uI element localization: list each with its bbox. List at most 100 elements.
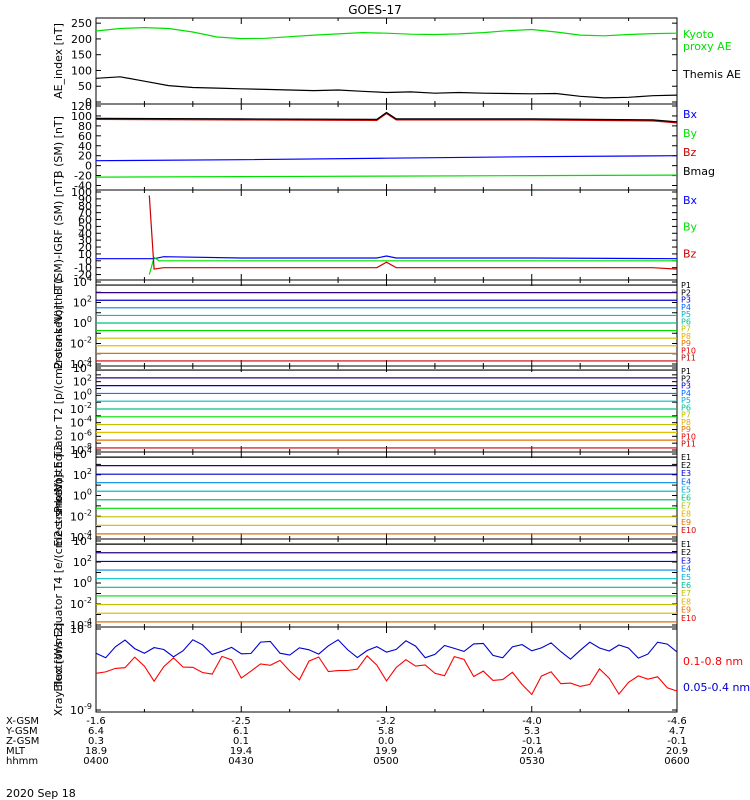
x-tick-value: 0500	[373, 756, 398, 767]
y-tick-label: 10-8	[70, 442, 92, 457]
y-tick-label: 60	[78, 214, 92, 227]
x-tick-value: 20.4	[521, 746, 543, 757]
y-tick-label: 104	[73, 446, 92, 461]
legend-entry: P10	[681, 432, 696, 441]
legend-entry: Bmag	[683, 165, 715, 178]
legend-entry: P7	[681, 411, 691, 420]
y-tick-label: 100	[73, 488, 92, 503]
panel-frame	[95, 189, 678, 281]
panel-8: 10-9 10-8 Xray flux [W/m2] 0.1-0.8 nm 0.05-0…	[52, 621, 750, 717]
legend-entry: Kyoto	[683, 28, 714, 41]
legend: Bx By Bz Bmag	[683, 108, 715, 178]
legend-entry: P3	[681, 382, 691, 391]
series-line	[95, 111, 678, 123]
y-tick-label: 70	[78, 207, 92, 220]
x-tick-value: 20.9	[666, 746, 688, 757]
legend: Bx By Bz	[683, 194, 698, 260]
legend-entry: E4	[681, 477, 691, 486]
y-tick-label: 100	[73, 575, 92, 590]
x-tick-value: -0.1	[522, 736, 542, 747]
y-axis: 0 50 100 150 200 250	[71, 17, 677, 109]
legend-entry: Bx	[683, 108, 698, 121]
y-tick-label: 0	[85, 160, 92, 173]
legend-entry: P4	[681, 303, 691, 312]
x-tick-value: 6.4	[88, 726, 104, 737]
y-axis: 10-9 10-8	[70, 621, 677, 717]
legend-entry: By	[683, 127, 698, 140]
y-tick-label: 50	[78, 220, 92, 233]
plot-area	[95, 111, 678, 178]
legend-entry: E6	[681, 581, 691, 590]
y-axis: 10-4 10-2 100 102 104	[70, 446, 677, 544]
x-tick-value: 0430	[228, 756, 253, 767]
legend-entry: Themis AE	[682, 68, 741, 81]
series-line	[95, 654, 678, 696]
x-tick-value: -4.6	[667, 716, 687, 727]
y-tick-label: 50	[78, 80, 92, 93]
y-tick-label: 100	[71, 186, 92, 199]
x-row-label: Y-GSM	[5, 726, 38, 737]
panel-7: 10-4 10-2 100 102 104 Electrons Equator T4 [e…	[52, 474, 696, 691]
y-tick-label: 10-2	[70, 336, 92, 351]
legend-entry: P10	[681, 346, 696, 355]
y-tick-label: 40	[78, 227, 92, 240]
x-tick-value: 0530	[519, 756, 544, 767]
y-tick-label: 200	[71, 33, 92, 46]
legend-entry: Bx	[683, 194, 698, 207]
legend-entry: P8	[681, 332, 691, 341]
legend-entry: E8	[681, 597, 691, 606]
plot-area	[96, 543, 677, 623]
series-line	[148, 256, 677, 275]
y-tick-label: 102	[73, 554, 92, 569]
y-axis-label: Protons North T1	[52, 277, 65, 370]
legend-entry: P2	[681, 374, 691, 383]
legend-entry: E4	[681, 565, 691, 574]
legend-entry: 0.05-0.4 nm	[683, 681, 750, 694]
x-ticks	[95, 627, 678, 712]
legend-entry: E5	[681, 485, 691, 494]
x-row-label: Z-GSM	[6, 736, 39, 747]
y-tick-label: 100	[73, 387, 92, 402]
legend-entry: E5	[681, 573, 691, 582]
legend-entry: P5	[681, 310, 691, 319]
y-tick-label: 102	[73, 374, 92, 389]
x-tick-value: 0600	[664, 756, 689, 767]
legend-entry: E7	[681, 502, 691, 511]
x-tick-value: -2.5	[231, 716, 251, 727]
y-tick-label: 90	[78, 193, 92, 206]
y-tick-label: 10-4	[70, 617, 92, 632]
legend-entry: P2	[681, 288, 691, 297]
figure-title: GOES-17	[348, 3, 402, 17]
legend: 0.1-0.8 nm 0.05-0.4 nm	[683, 655, 750, 694]
legend-entry: P5	[681, 396, 691, 405]
plot-area	[95, 639, 678, 696]
legend-entry: P6	[681, 317, 691, 326]
x-tick-value: 6.1	[233, 726, 249, 737]
legend-entry: proxy AE	[683, 40, 732, 53]
x-tick-value: 5.3	[524, 726, 540, 737]
y-tick-label: 20	[78, 241, 92, 254]
legend-entry: E6	[681, 494, 691, 503]
legend-entry: E10	[681, 526, 696, 535]
y-tick-label: 0	[85, 255, 92, 268]
x-tick-value: 19.4	[230, 746, 252, 757]
series-line	[95, 112, 678, 124]
x-row-label: hhmm	[6, 756, 38, 767]
legend-entry: E8	[681, 510, 691, 519]
y-tick-label: 102	[73, 467, 92, 482]
y-tick-label: 100	[71, 64, 92, 77]
x-tick-value: -3.2	[376, 716, 396, 727]
legend-entry: By	[683, 221, 698, 234]
series-line	[96, 255, 678, 260]
x-tick-value: 4.7	[669, 726, 685, 737]
plot-area	[96, 456, 677, 535]
